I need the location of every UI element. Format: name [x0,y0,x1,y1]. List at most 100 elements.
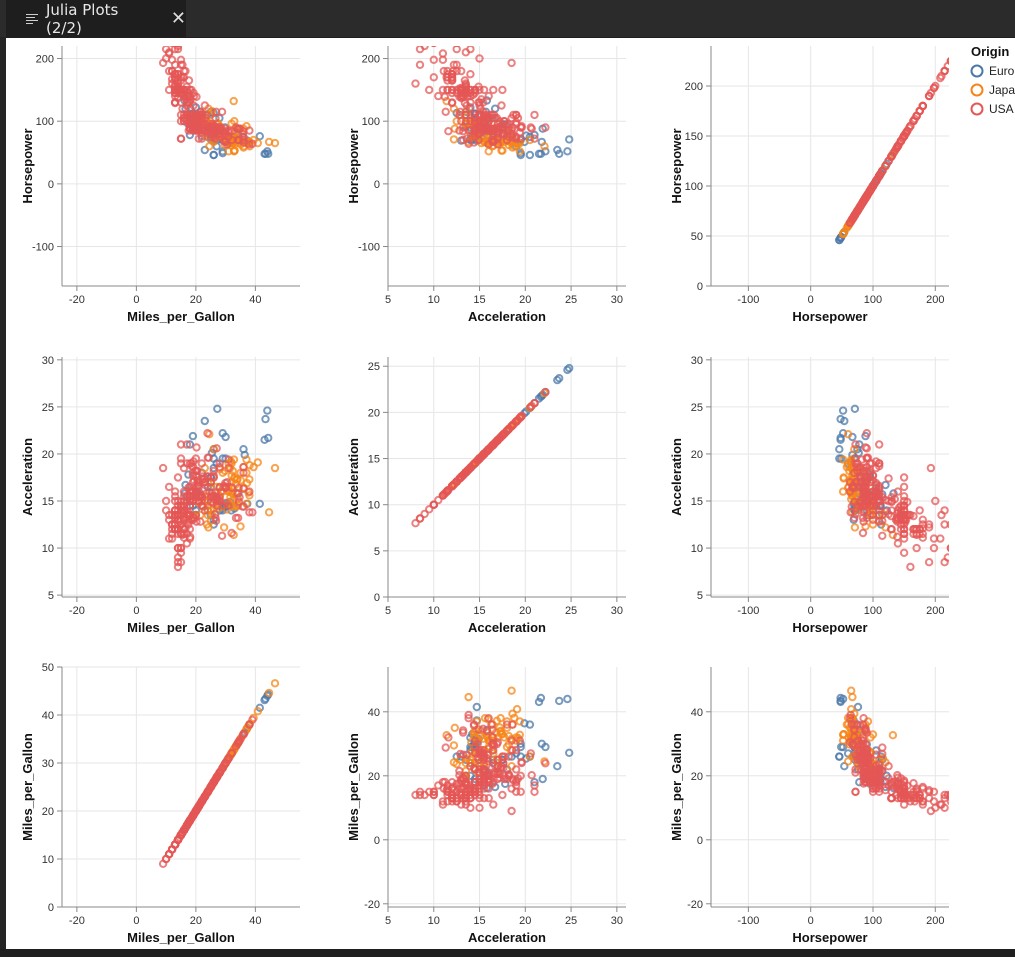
point-usa[interactable] [224,455,233,464]
point-usa[interactable] [192,443,201,452]
point-usa[interactable] [498,790,507,800]
point-usa[interactable] [458,135,468,145]
point-usa[interactable] [197,459,207,468]
point-usa[interactable] [502,720,512,729]
point-japan[interactable] [264,688,274,698]
point-usa[interactable] [895,503,904,512]
point-europe[interactable] [255,132,265,141]
point-usa[interactable] [447,88,457,98]
point-usa[interactable] [924,523,934,532]
point-japan[interactable] [253,458,263,467]
point-usa[interactable] [527,771,536,780]
point-usa[interactable] [859,714,868,723]
point-usa[interactable] [871,176,881,186]
point-usa[interactable] [184,126,193,135]
point-usa[interactable] [470,742,480,752]
point-europe[interactable] [209,150,218,160]
point-usa[interactable] [429,787,438,796]
point-usa[interactable] [449,786,459,795]
point-usa[interactable] [924,786,934,795]
point-japan[interactable] [515,147,524,156]
point-usa[interactable] [449,38,455,43]
point-usa[interactable] [909,511,918,521]
point-usa[interactable] [876,496,885,506]
point-japan[interactable] [838,730,848,739]
point-europe[interactable] [200,416,210,426]
point-usa[interactable] [464,126,473,135]
point-usa[interactable] [512,765,521,774]
point-usa[interactable] [876,169,885,179]
point-usa[interactable] [455,474,464,483]
point-usa[interactable] [492,739,502,749]
point-usa[interactable] [221,478,230,488]
point-usa[interactable] [227,135,237,145]
point-usa[interactable] [541,123,550,132]
point-usa[interactable] [167,525,177,534]
point-usa[interactable] [484,794,493,803]
point-usa[interactable] [899,794,909,803]
point-usa[interactable] [875,462,884,471]
point-japan[interactable] [229,96,238,106]
point-europe[interactable] [538,774,547,784]
point-usa[interactable] [158,58,168,68]
point-usa[interactable] [504,752,513,761]
point-usa[interactable] [200,101,210,110]
point-usa[interactable] [875,440,884,449]
point-usa[interactable] [455,779,464,788]
point-usa[interactable] [452,46,461,54]
point-usa[interactable] [884,156,893,166]
point-europe[interactable] [853,702,863,712]
point-usa[interactable] [184,818,193,827]
point-usa[interactable] [855,462,865,472]
point-usa[interactable] [182,440,192,449]
point-usa[interactable] [173,46,183,54]
point-usa[interactable] [871,750,881,759]
point-usa[interactable] [489,800,498,809]
point-usa[interactable] [196,517,205,526]
point-usa[interactable] [217,531,227,540]
point-europe[interactable] [565,363,574,373]
point-usa[interactable] [875,760,884,769]
point-usa[interactable] [173,473,183,482]
point-usa[interactable] [248,508,257,517]
point-usa[interactable] [173,543,183,553]
point-europe[interactable] [553,375,562,385]
point-usa[interactable] [449,60,459,69]
point-usa[interactable] [464,714,473,723]
point-usa[interactable] [858,528,868,538]
point-usa[interactable] [209,466,218,476]
point-usa[interactable] [221,483,230,492]
point-europe[interactable] [221,432,230,442]
point-europe[interactable] [184,470,193,479]
point-japan[interactable] [450,723,459,732]
point-usa[interactable] [200,474,210,483]
point-usa[interactable] [896,525,906,534]
point-usa[interactable] [444,127,453,136]
point-usa[interactable] [203,787,213,796]
point-usa[interactable] [464,710,473,720]
point-usa[interactable] [893,487,903,496]
point-usa[interactable] [488,779,497,788]
point-usa[interactable] [863,494,873,504]
point-usa[interactable] [478,749,487,758]
point-japan[interactable] [525,135,535,145]
point-japan[interactable] [449,135,459,144]
point-usa[interactable] [906,562,915,572]
point-usa[interactable] [936,800,945,809]
point-europe[interactable] [836,433,845,443]
point-usa[interactable] [178,828,187,837]
point-usa[interactable] [892,513,901,523]
legend-item-usa[interactable]: USA [970,102,1014,116]
point-japan[interactable] [838,229,848,239]
point-usa[interactable] [857,199,866,209]
point-japan[interactable] [480,714,490,723]
point-usa[interactable] [192,805,201,815]
point-usa[interactable] [490,769,499,779]
point-usa[interactable] [859,779,868,788]
point-usa[interactable] [946,797,954,806]
point-usa[interactable] [215,768,224,777]
point-usa[interactable] [170,840,180,849]
point-usa[interactable] [219,137,229,146]
point-usa[interactable] [929,797,939,806]
point-usa[interactable] [447,797,457,806]
